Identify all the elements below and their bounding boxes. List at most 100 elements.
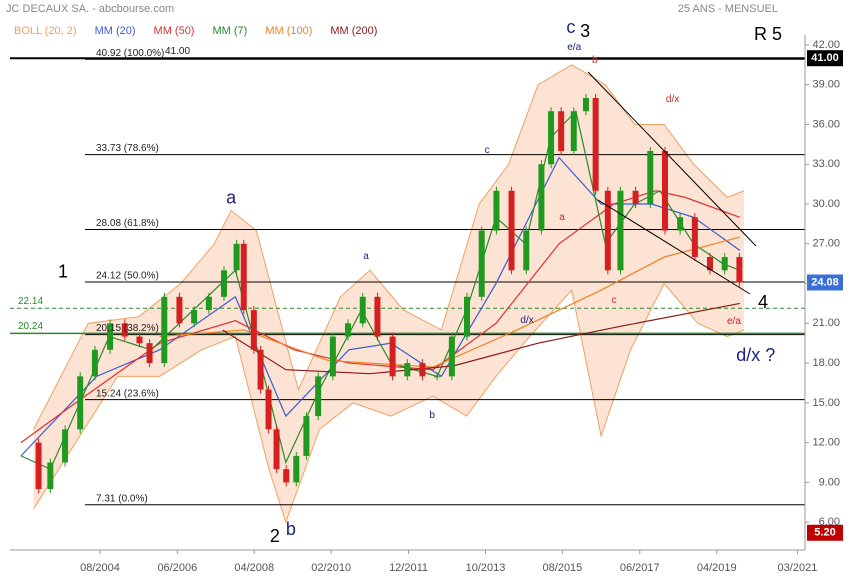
candle [107,323,114,350]
y-tick-label: 18.00 [812,357,840,369]
x-tick-label: 08/2015 [543,562,583,574]
annotation: 2 [270,526,280,546]
candle [136,336,143,344]
candle [220,270,227,297]
candle [463,296,470,337]
x-tick-label: 04/2019 [697,562,737,574]
annotation: d/x [666,94,679,105]
fib-label: 40.92 (100.0%) [96,48,164,59]
candle [419,363,426,377]
x-tick-label: 03/2021 [778,562,818,574]
candle [283,469,290,483]
candle [303,416,310,456]
annotation: a [559,212,565,223]
y-tick-label: 42.00 [812,39,840,51]
fib-label: 20.15 (38.2%) [96,323,159,334]
fib-label: 24.12 (50.0%) [96,271,159,282]
candle [315,376,322,417]
volume-label: 5.20 [814,527,835,539]
support-label: 20.24 [18,321,43,332]
candle [736,257,743,283]
candle [240,243,247,311]
annotation: a [363,251,369,262]
legend-entry: BOLL (20, 2) [14,25,77,37]
x-tick-label: 04/2008 [234,562,274,574]
candle [359,296,366,324]
resistance-label: 41.00 [165,46,190,57]
chart-subtitle: 25 ANS - MENSUEL [678,3,778,15]
candle [404,363,411,377]
candle [448,336,455,377]
candle [538,164,545,231]
fib-label: 15.24 (23.6%) [96,388,159,399]
candle [604,190,611,271]
moving-average [159,236,740,368]
candle [47,462,54,490]
candle [558,111,565,151]
candle [345,323,352,337]
candle [523,230,530,271]
candle [493,190,500,231]
candle [389,336,396,377]
candle [647,150,654,205]
volume-box [807,524,843,541]
annotation: R 5 [754,24,782,44]
bollinger-fill [33,64,745,523]
candle [677,217,684,231]
moving-average [20,156,741,457]
candle [632,190,639,205]
candle [617,190,624,271]
legend-entry: MM (20) [95,25,136,37]
candle [662,150,669,231]
annotation: 3 [580,21,590,41]
annotation: c [612,295,617,306]
candle [434,376,441,378]
x-tick-label: 06/2017 [620,562,660,574]
resistance-box [807,50,843,67]
y-tick-label: 33.00 [812,158,840,170]
x-tick-label: 08/2004 [80,562,120,574]
fib-label: 28.08 (61.8%) [96,218,159,229]
candle [35,442,42,490]
candle [191,310,198,324]
annotation: d/x ? [736,345,775,365]
candle [91,349,98,377]
candle [121,323,128,337]
band-layer [10,57,805,524]
annotation: 1 [58,262,68,282]
annotation: b [592,55,598,66]
candle [250,310,257,350]
resistance-box-label: 41.00 [811,52,839,64]
annotation: e/a [567,42,581,53]
annotation: b [286,519,296,539]
line-layer [20,93,743,494]
y-tick-label: 27.00 [812,238,840,250]
candle [508,190,515,271]
fib-label: 7.31 (0.0%) [96,493,148,504]
annotation: a [226,187,237,207]
candle [706,257,713,271]
trend-line [597,199,751,295]
legend-entry: MM (7) [212,25,247,37]
candle [592,97,599,191]
x-tick-label: 12/2011 [389,562,428,574]
chart-title: JC DECAUX SA. - abcbourse.com [6,3,174,15]
annotation: c [566,17,575,37]
support-label: 22.14 [18,296,43,307]
y-tick-label: 6.00 [819,516,840,528]
last-price-label: 24.08 [811,276,839,288]
candle [161,296,168,364]
y-tick-label: 39.00 [812,79,840,91]
annotation: b [429,410,435,421]
legend-entry: MM (50) [154,25,195,37]
x-tick-label: 06/2006 [157,562,197,574]
legend-entry: MM (200) [330,25,377,37]
candle [62,429,69,463]
candle [329,336,336,377]
candle [146,343,153,364]
bollinger-upper [33,64,745,430]
candle [293,455,300,483]
candle [176,296,183,324]
legend-entry: MM (100) [265,25,312,37]
